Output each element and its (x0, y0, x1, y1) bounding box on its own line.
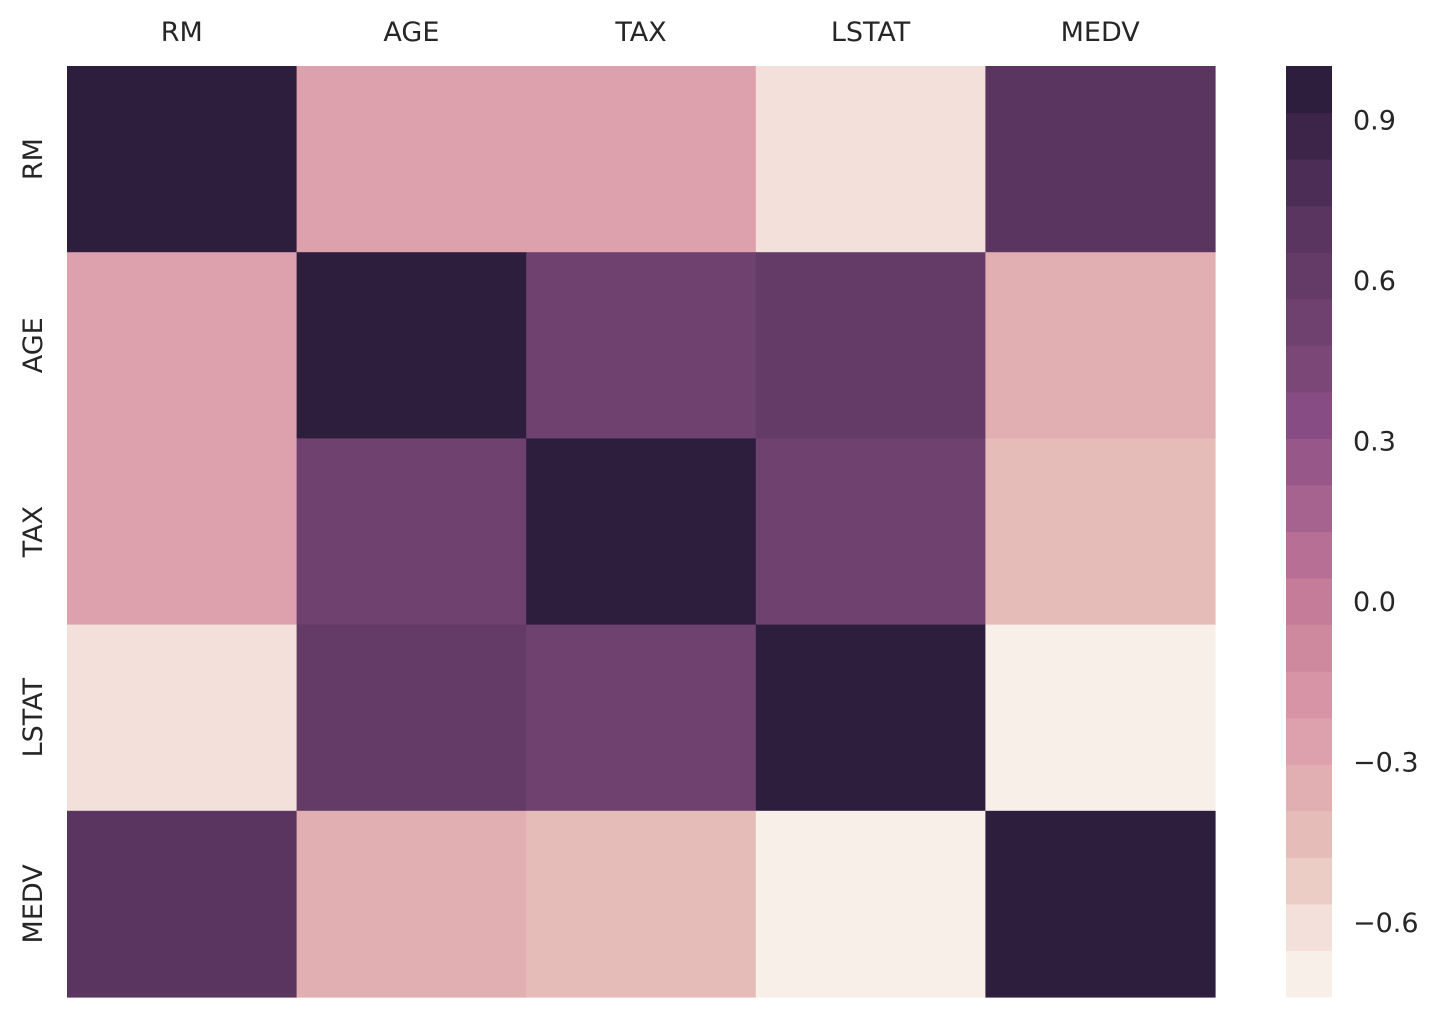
colorbar-tick-label: −0.3 (1353, 748, 1419, 779)
heatmap-cell-medv-lstat (755, 810, 986, 998)
x-tick-labels: RM AGE TAX LSTAT MEDV (161, 17, 1141, 48)
heatmap-cell-lstat-tax (526, 624, 757, 812)
y-tick-label: RM (18, 138, 49, 180)
colorbar-tick-label: 0.0 (1353, 587, 1396, 618)
x-tick-label: RM (161, 17, 203, 48)
colorbar-band (1286, 438, 1332, 486)
colorbar-band (1286, 717, 1332, 765)
heatmap-cell-medv-age (296, 810, 527, 998)
heatmap-cell-tax-lstat (755, 438, 986, 626)
colorbar-band (1286, 857, 1332, 905)
colorbar-tick-labels: 0.9 0.6 0.3 0.0 −0.3 −0.6 (1353, 106, 1419, 940)
colorbar-tick-label: 0.3 (1353, 427, 1396, 458)
colorbar-band (1286, 950, 1332, 998)
colorbar-band (1286, 671, 1332, 719)
heatmap-cell-lstat-rm (67, 624, 298, 812)
y-tick-label: TAX (18, 506, 49, 558)
x-tick-label: TAX (614, 17, 666, 48)
colorbar-band (1286, 810, 1332, 858)
y-tick-label: MEDV (18, 864, 49, 944)
heatmap-cell-medv-rm (67, 810, 298, 998)
heatmap-cell-medv-medv (985, 810, 1216, 998)
colorbar-band (1286, 159, 1332, 207)
y-tick-label: LSTAT (18, 677, 49, 757)
colorbar-tick-label: 0.9 (1353, 106, 1396, 137)
heatmap-cell-rm-age (296, 66, 527, 253)
heatmap-cell-tax-tax (526, 438, 757, 626)
heatmap-cell-tax-rm (67, 438, 298, 626)
colorbar-band (1286, 112, 1332, 160)
heatmap-cell-rm-lstat (755, 66, 986, 253)
heatmap-cell-age-rm (67, 252, 298, 439)
heatmap-cell-tax-age (296, 438, 527, 626)
colorbar-band (1286, 531, 1332, 579)
colorbar-band (1286, 205, 1332, 253)
colorbar-band (1286, 578, 1332, 626)
colorbar-band (1286, 298, 1332, 346)
colorbar-band (1286, 624, 1332, 672)
colorbar-band (1286, 484, 1332, 532)
heatmap-cell-lstat-medv (985, 624, 1216, 812)
colorbar (1286, 66, 1332, 998)
heatmap-cell-lstat-lstat (755, 624, 986, 812)
colorbar-band (1286, 764, 1332, 812)
heatmap-cell-rm-medv (985, 66, 1216, 253)
heatmap-cell-medv-tax (526, 810, 757, 998)
heatmap-cell-rm-tax (526, 66, 757, 253)
colorbar-band (1286, 903, 1332, 951)
heatmap-cell-lstat-age (296, 624, 527, 812)
x-tick-label: AGE (383, 17, 439, 48)
y-tick-label: AGE (18, 317, 49, 373)
heatmap-cell-age-tax (526, 252, 757, 439)
heatmap-cell-tax-medv (985, 438, 1216, 626)
heatmap-cell-rm-rm (67, 66, 298, 253)
colorbar-band (1286, 252, 1332, 300)
colorbar-band (1286, 345, 1332, 393)
x-tick-label: MEDV (1061, 17, 1141, 48)
heatmap-cell-age-lstat (755, 252, 986, 439)
colorbar-band (1286, 66, 1332, 114)
colorbar-tick-label: 0.6 (1353, 266, 1396, 297)
x-tick-label: LSTAT (831, 17, 911, 48)
heatmap-cell-age-age (296, 252, 527, 439)
colorbar-band (1286, 391, 1332, 439)
colorbar-tick-label: −0.6 (1353, 908, 1419, 939)
heatmap-cell-age-medv (985, 252, 1216, 439)
heatmap-cells (67, 66, 1216, 998)
y-tick-labels: RM AGE TAX LSTAT MEDV (18, 138, 49, 943)
